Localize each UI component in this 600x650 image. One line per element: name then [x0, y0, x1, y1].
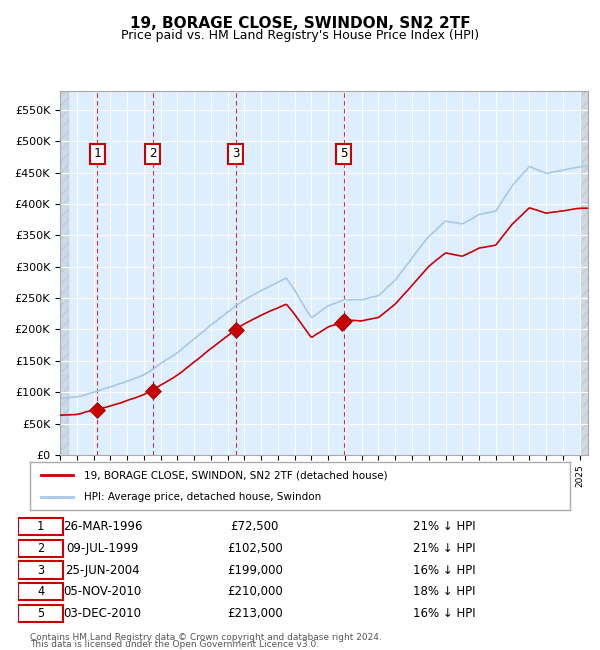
Text: 19, BORAGE CLOSE, SWINDON, SN2 2TF (detached house): 19, BORAGE CLOSE, SWINDON, SN2 2TF (deta…	[84, 470, 388, 480]
Text: 4: 4	[37, 585, 44, 598]
Text: This data is licensed under the Open Government Licence v3.0.: This data is licensed under the Open Gov…	[30, 640, 319, 649]
Text: 1: 1	[94, 148, 101, 161]
Text: £102,500: £102,500	[227, 542, 283, 555]
Bar	[580, 91, 588, 455]
Text: 5: 5	[340, 148, 347, 161]
Text: Contains HM Land Registry data © Crown copyright and database right 2024.: Contains HM Land Registry data © Crown c…	[30, 632, 382, 642]
Text: 03-DEC-2010: 03-DEC-2010	[64, 606, 142, 619]
Text: HPI: Average price, detached house, Swindon: HPI: Average price, detached house, Swin…	[84, 491, 321, 502]
Text: 16% ↓ HPI: 16% ↓ HPI	[413, 564, 475, 577]
Text: 09-JUL-1999: 09-JUL-1999	[67, 542, 139, 555]
Text: 21% ↓ HPI: 21% ↓ HPI	[413, 542, 475, 555]
Text: 16% ↓ HPI: 16% ↓ HPI	[413, 606, 475, 619]
Text: 25-JUN-2004: 25-JUN-2004	[65, 564, 140, 577]
Text: £213,000: £213,000	[227, 606, 283, 619]
Text: 19, BORAGE CLOSE, SWINDON, SN2 2TF: 19, BORAGE CLOSE, SWINDON, SN2 2TF	[130, 16, 470, 31]
FancyBboxPatch shape	[18, 518, 63, 536]
Text: 2: 2	[37, 542, 44, 555]
FancyBboxPatch shape	[18, 540, 63, 557]
FancyBboxPatch shape	[18, 583, 63, 600]
Text: £72,500: £72,500	[230, 520, 279, 533]
FancyBboxPatch shape	[18, 562, 63, 578]
Text: £210,000: £210,000	[227, 585, 283, 598]
Bar	[60, 91, 68, 455]
Text: 3: 3	[232, 148, 239, 161]
Text: £199,000: £199,000	[227, 564, 283, 577]
Text: 2: 2	[149, 148, 156, 161]
FancyBboxPatch shape	[18, 604, 63, 622]
Text: 18% ↓ HPI: 18% ↓ HPI	[413, 585, 475, 598]
Text: 3: 3	[37, 564, 44, 577]
Text: Price paid vs. HM Land Registry's House Price Index (HPI): Price paid vs. HM Land Registry's House …	[121, 29, 479, 42]
Text: 05-NOV-2010: 05-NOV-2010	[64, 585, 142, 598]
Text: 21% ↓ HPI: 21% ↓ HPI	[413, 520, 475, 533]
Text: 1: 1	[37, 520, 44, 533]
Text: 26-MAR-1996: 26-MAR-1996	[63, 520, 142, 533]
Text: 5: 5	[37, 606, 44, 619]
